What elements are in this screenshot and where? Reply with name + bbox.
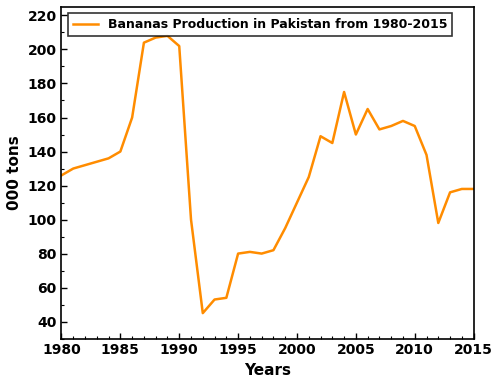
Bananas Production in Pakistan from 1980-2015 (200, 311, 206, 315)
Bananas Production in Pakistan from 1980-2015 (188, 217, 194, 222)
Bananas Production in Pakistan from 1980-2015 (164, 33, 170, 38)
Bananas Production in Pakistan from 1980-2015 (294, 200, 300, 205)
Bananas Production in Pakistan from 1980-2015 (447, 190, 453, 195)
Bananas Production in Pakistan from 1980-2015 (235, 251, 241, 256)
Bananas Production in Pakistan from 1980-2015 (470, 187, 476, 191)
Bananas Production in Pakistan from 1980-2015 (412, 124, 418, 128)
Bananas Production in Pakistan from 1980-2015 (94, 159, 100, 164)
Bananas Production in Pakistan from 1980-2015 (270, 248, 276, 253)
Bananas Production in Pakistan from 1980-2015 (82, 163, 88, 167)
X-axis label: Years: Years (244, 363, 291, 378)
Bananas Production in Pakistan from 1980-2015 (388, 124, 394, 128)
Bananas Production in Pakistan from 1980-2015 (58, 173, 64, 177)
Bananas Production in Pakistan from 1980-2015 (141, 40, 147, 45)
Bananas Production in Pakistan from 1980-2015 (118, 149, 124, 154)
Bananas Production in Pakistan from 1980-2015 (129, 115, 135, 120)
Bananas Production in Pakistan from 1980-2015 (318, 134, 324, 139)
Bananas Production in Pakistan from 1980-2015 (436, 221, 442, 225)
Bananas Production in Pakistan from 1980-2015 (247, 249, 253, 254)
Bananas Production in Pakistan from 1980-2015 (224, 296, 230, 300)
Bananas Production in Pakistan from 1980-2015 (176, 44, 182, 49)
Bananas Production in Pakistan from 1980-2015 (212, 297, 218, 302)
Bananas Production in Pakistan from 1980-2015 (459, 187, 465, 191)
Bananas Production in Pakistan from 1980-2015 (258, 251, 264, 256)
Bananas Production in Pakistan from 1980-2015 (353, 132, 359, 137)
Legend: Bananas Production in Pakistan from 1980-2015: Bananas Production in Pakistan from 1980… (68, 13, 452, 36)
Bananas Production in Pakistan from 1980-2015 (152, 35, 158, 40)
Bananas Production in Pakistan from 1980-2015 (282, 226, 288, 230)
Line: Bananas Production in Pakistan from 1980-2015: Bananas Production in Pakistan from 1980… (62, 36, 474, 313)
Bananas Production in Pakistan from 1980-2015 (424, 152, 430, 157)
Bananas Production in Pakistan from 1980-2015 (341, 90, 347, 94)
Bananas Production in Pakistan from 1980-2015 (400, 119, 406, 123)
Bananas Production in Pakistan from 1980-2015 (106, 156, 112, 161)
Bananas Production in Pakistan from 1980-2015 (70, 166, 76, 171)
Y-axis label: 000 tons: 000 tons (7, 136, 22, 210)
Bananas Production in Pakistan from 1980-2015 (306, 175, 312, 179)
Bananas Production in Pakistan from 1980-2015 (330, 141, 336, 145)
Bananas Production in Pakistan from 1980-2015 (364, 107, 370, 111)
Bananas Production in Pakistan from 1980-2015 (376, 127, 382, 132)
